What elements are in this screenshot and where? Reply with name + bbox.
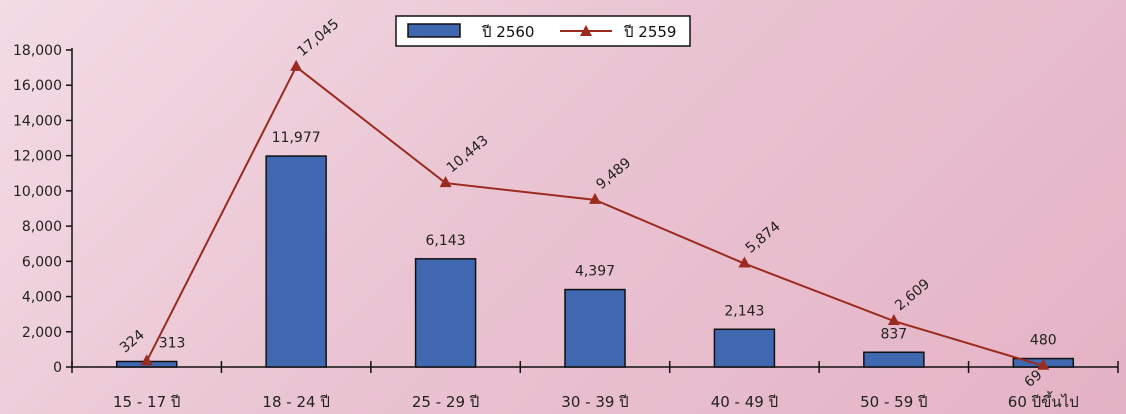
y-tick-label: 2,000	[22, 325, 62, 341]
bar	[713, 328, 776, 368]
line-marker	[1037, 358, 1050, 370]
y-tick-label: 4,000	[22, 290, 62, 306]
legend-bar-swatch	[407, 23, 461, 38]
bar	[414, 258, 477, 368]
x-category-label: 18 - 24 ปี	[262, 393, 329, 411]
line-marker	[887, 314, 900, 326]
y-tick-label: 0	[53, 360, 62, 376]
bar-value-label: 480	[1030, 333, 1057, 349]
y-tick-label: 10,000	[13, 184, 62, 200]
x-axis: 15 - 17 ปี 18 - 24 ปี 25 - 29 ปี 30 - 39 ปี…	[71, 361, 1119, 411]
y-tick-label: 12,000	[13, 149, 62, 165]
legend: ปี 2560 ปี 2559	[395, 15, 691, 47]
bar-value-label: 313	[159, 335, 186, 351]
line-value-label: 69	[1022, 367, 1046, 391]
bar	[564, 288, 626, 368]
x-category-label: 50 - 59 ปี	[860, 393, 927, 411]
legend-label-2559: ปี 2559	[623, 23, 676, 41]
y-tick-label: 16,000	[13, 78, 62, 94]
line-marker	[738, 256, 751, 268]
y-axis: 0 2,000 4,000 6,000 8,000 10,000 12,000 14,000 1…	[13, 43, 73, 376]
x-category-label: 30 - 39 ปี	[561, 393, 628, 411]
x-category-label: 15 - 17 ปี	[113, 393, 180, 411]
bar-value-label: 837	[880, 326, 907, 342]
y-tick-label: 8,000	[22, 219, 62, 235]
line-value-label: 17,045	[294, 16, 342, 60]
bar	[265, 155, 327, 368]
line-value-label: 5,874	[743, 219, 784, 257]
y-tick-label: 6,000	[22, 254, 62, 270]
line-value-label: 10,443	[444, 132, 492, 176]
bar	[863, 351, 925, 368]
x-category-label: 40 - 49 ปี	[711, 393, 778, 411]
bar-value-label: 6,143	[426, 233, 466, 249]
line-value-label: 324	[117, 327, 148, 356]
legend-triangle-marker	[580, 25, 592, 36]
bar-series-2560: 313 11,977 6,143 4,397 2,143 837 480	[115, 130, 1075, 368]
y-tick-label: 14,000	[13, 113, 62, 129]
x-category-label: 60 ปีขึ้นไป	[1008, 391, 1079, 411]
y-tick-label: 18,000	[13, 43, 62, 59]
line-marker	[140, 354, 153, 366]
line-marker	[439, 176, 452, 188]
bar-value-label: 2,143	[724, 303, 764, 319]
bar-value-label: 11,977	[272, 130, 321, 146]
line-value-label: 9,489	[593, 155, 634, 193]
line-marker	[290, 59, 303, 71]
bar-value-label: 4,397	[575, 264, 615, 280]
legend-label-2560: ปี 2560	[481, 23, 534, 41]
line-marker	[589, 192, 601, 204]
line-value-label: 2,609	[892, 276, 933, 314]
x-category-label: 25 - 29 ปี	[412, 393, 479, 411]
